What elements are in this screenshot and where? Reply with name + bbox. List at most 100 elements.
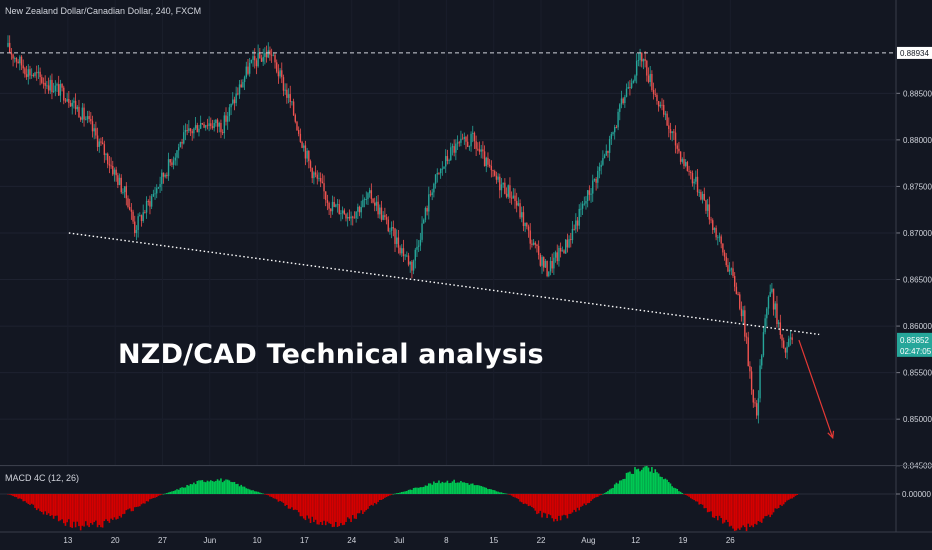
candle-body: [367, 193, 369, 200]
candle-body: [220, 123, 222, 133]
candle-body: [382, 215, 384, 220]
candle-body: [291, 101, 293, 103]
time-tick-label: Jul: [394, 536, 404, 545]
candle-body: [157, 187, 160, 189]
macd-bar: [286, 494, 288, 505]
macd-bar: [335, 494, 337, 522]
candle-body: [74, 100, 77, 110]
candle-body: [646, 60, 648, 76]
macd-bar: [208, 481, 210, 494]
macd-bar: [796, 494, 799, 495]
candle-body: [786, 346, 788, 353]
macd-bar: [634, 467, 636, 494]
candle-body: [477, 148, 479, 150]
macd-bar: [193, 482, 195, 494]
macd-bar: [171, 491, 173, 494]
candle-body: [747, 337, 749, 366]
candle-body: [450, 147, 452, 161]
candle-body: [267, 50, 269, 58]
candle-body: [480, 149, 482, 152]
candle-body: [130, 209, 133, 212]
macd-bar: [786, 494, 788, 501]
annotations: [0, 52, 895, 440]
candle-body: [323, 183, 325, 192]
macd-bar: [79, 494, 82, 531]
candle-body: [657, 101, 660, 107]
candle-body: [352, 216, 354, 218]
macd-bar: [529, 494, 532, 506]
macd-bar: [189, 484, 192, 494]
candle-body: [262, 56, 264, 62]
macd-bar: [588, 494, 591, 503]
candle-body: [54, 85, 57, 92]
candle-body: [669, 129, 672, 134]
macd-bar: [571, 494, 574, 513]
macd-bar: [115, 494, 117, 520]
candle-body: [745, 336, 748, 338]
macd-bar: [166, 493, 168, 494]
candle-body: [416, 246, 418, 250]
macd-bar: [419, 487, 422, 494]
candle-body: [240, 84, 242, 88]
macd-bar: [90, 494, 92, 523]
price-tick-label: 0.86500: [903, 276, 932, 285]
macd-bar: [7, 494, 9, 495]
candle-body: [777, 322, 780, 324]
candle-body: [42, 82, 45, 84]
macd-bar: [402, 491, 405, 494]
macd-bar: [678, 491, 680, 494]
candle-body: [188, 128, 190, 131]
candle-body: [46, 85, 48, 87]
candle-body: [436, 172, 438, 175]
macd-bar: [198, 480, 200, 494]
macd-bar: [656, 472, 658, 494]
candle-body: [34, 72, 36, 76]
macd-bar: [573, 494, 575, 510]
macd-bar: [580, 494, 582, 507]
macd-bar: [118, 494, 121, 516]
candle-body: [166, 174, 168, 177]
candle-body: [216, 119, 219, 127]
candle-body: [762, 332, 765, 356]
candle-body: [377, 201, 379, 215]
candle-body: [531, 243, 533, 245]
macd-bar: [199, 480, 202, 494]
candle-body: [274, 54, 276, 63]
macd-bar: [544, 494, 547, 514]
macd-bar: [782, 494, 785, 505]
candle-body: [465, 136, 467, 142]
macd-bar: [524, 494, 526, 504]
candle-body: [152, 194, 155, 197]
candle-body: [727, 265, 729, 272]
macd-bar: [30, 494, 33, 504]
time-tick-label: 20: [111, 536, 120, 545]
candle-body: [404, 255, 406, 257]
price-tick-label: 0.84500: [903, 462, 932, 471]
macd-bar: [42, 494, 45, 515]
candle-body: [691, 173, 694, 184]
candle-body: [313, 172, 315, 179]
macd-bar: [759, 494, 761, 522]
macd-bar: [698, 494, 701, 505]
macd-bar: [406, 490, 408, 494]
macd-bar: [684, 494, 687, 495]
candle-body: [730, 268, 733, 270]
candle-body: [505, 193, 508, 197]
candle-body: [414, 249, 416, 261]
time-tick-label: 19: [679, 536, 688, 545]
macd-bar: [625, 472, 628, 494]
candle-body: [744, 310, 746, 337]
macd-bar: [333, 494, 335, 527]
candle-body: [304, 145, 307, 159]
macd-bar: [204, 482, 207, 494]
macd-bar: [441, 481, 444, 494]
candle-body: [237, 93, 239, 95]
candle-body: [348, 216, 351, 219]
candle-body: [568, 239, 570, 248]
macd-bar: [130, 494, 133, 512]
macd-bar: [640, 469, 643, 494]
candle-body: [299, 133, 302, 142]
macd-bar: [331, 494, 334, 528]
candle-body: [617, 111, 619, 128]
